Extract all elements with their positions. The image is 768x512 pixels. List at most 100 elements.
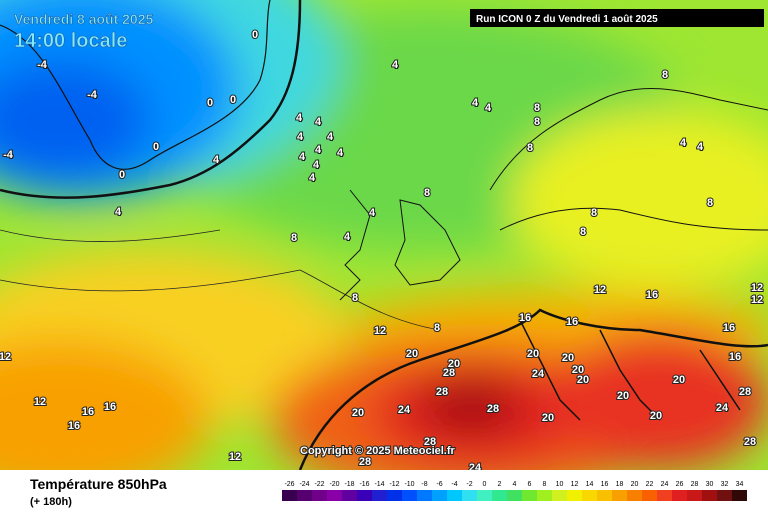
scale-swatch xyxy=(387,490,402,501)
contour-label: 8 xyxy=(434,322,440,334)
contour-label: 0 xyxy=(230,94,236,106)
forecast-date: Vendredi 8 août 2025 xyxy=(14,11,153,27)
contour-label: 16 xyxy=(729,351,741,363)
color-scale: -26 -24 -22 -20 -18 -16 -14 -12 -10 -8 -6 -4 -2 0 2 4 6 8… xyxy=(282,481,747,501)
scale-label: 32 xyxy=(721,481,729,488)
contour-label: 4 xyxy=(327,131,334,143)
scale-swatch xyxy=(462,490,477,501)
scale-label: 4 xyxy=(513,481,517,488)
scale-swatch xyxy=(477,490,492,501)
scale-label: 30 xyxy=(706,481,714,488)
scale-swatch xyxy=(672,490,687,501)
scale-swatch xyxy=(687,490,702,501)
scale-label: 28 xyxy=(691,481,699,488)
contour-label: 20 xyxy=(448,358,460,370)
contour-label: 8 xyxy=(352,292,358,304)
contour-label: 20 xyxy=(673,374,685,386)
scale-label: 8 xyxy=(543,481,547,488)
contour-label: 4 xyxy=(369,207,376,219)
contour-label: 8 xyxy=(291,232,297,244)
contour-label: 12 xyxy=(751,294,763,306)
scale-swatch xyxy=(402,490,417,501)
scale-swatch xyxy=(342,490,357,501)
scale-swatch xyxy=(372,490,387,501)
contour-label: 16 xyxy=(68,420,80,432)
contour-label: 20 xyxy=(577,374,589,386)
contour-label: 20 xyxy=(617,390,629,402)
scale-swatch xyxy=(612,490,627,501)
scale-swatch xyxy=(297,490,312,501)
contour-label: -4 xyxy=(37,59,48,71)
contour-label: 16 xyxy=(646,289,658,301)
contour-label: 20 xyxy=(650,410,662,422)
scale-label: 2 xyxy=(498,481,502,488)
contour-label: 4 xyxy=(315,116,322,128)
contour-label: 28 xyxy=(436,386,448,398)
contour-label: 4 xyxy=(115,206,122,218)
scale-label: -24 xyxy=(299,481,309,488)
scale-swatch xyxy=(282,490,297,501)
contour-label: 12 xyxy=(374,325,386,337)
scale-swatch xyxy=(492,490,507,501)
contour-label: 4 xyxy=(309,172,316,184)
contour-label: 28 xyxy=(739,386,751,398)
contour-label: 12 xyxy=(751,282,763,294)
scale-label: -2 xyxy=(466,481,472,488)
contour-label: 20 xyxy=(562,352,574,364)
scale-label: 34 xyxy=(736,481,744,488)
contour-label: 4 xyxy=(392,59,399,71)
scale-label: -16 xyxy=(359,481,369,488)
contour-label: 28 xyxy=(443,367,455,379)
contour-label: 12 xyxy=(594,284,606,296)
contour-label: 28 xyxy=(487,403,499,415)
scale-swatch xyxy=(732,490,747,501)
contour-label: 8 xyxy=(424,187,430,199)
contour-label: 4 xyxy=(315,144,322,156)
contour-label: 8 xyxy=(580,226,586,238)
contour-label: 24 xyxy=(716,402,729,414)
contour-label: 4 xyxy=(296,112,303,124)
scale-swatch xyxy=(702,490,717,501)
footer-subtitle: (+ 180h) xyxy=(30,496,72,508)
scale-swatch xyxy=(432,490,447,501)
copyright: Copyright © 2025 Meteociel.fr xyxy=(300,445,456,457)
contour-label: 20 xyxy=(406,348,418,360)
contour-label: 8 xyxy=(534,102,540,114)
contour-label: 0 xyxy=(119,169,125,181)
contour-label: 12 xyxy=(0,351,11,363)
scale-label: -10 xyxy=(404,481,414,488)
contour-label: -4 xyxy=(87,89,98,101)
scale-label: 12 xyxy=(571,481,579,488)
scale-swatch xyxy=(642,490,657,501)
contour-label: 16 xyxy=(104,401,116,413)
contour-label: 4 xyxy=(472,97,479,109)
contour-label: 20 xyxy=(542,412,554,424)
scale-label: -8 xyxy=(421,481,427,488)
contour-label: 4 xyxy=(299,151,306,163)
contour-label: 4 xyxy=(213,154,220,166)
scale-label: 6 xyxy=(528,481,532,488)
contour-label: -4 xyxy=(3,149,14,161)
scale-label: -22 xyxy=(314,481,324,488)
scale-label: 14 xyxy=(586,481,594,488)
scale-label: 0 xyxy=(483,481,487,488)
contour-label: 28 xyxy=(744,436,756,448)
scale-label: -4 xyxy=(451,481,457,488)
contour-label: 4 xyxy=(337,147,344,159)
contour-label: 24 xyxy=(398,404,411,416)
contour-label: 16 xyxy=(723,322,735,334)
scale-label: -26 xyxy=(284,481,294,488)
contour-label: 4 xyxy=(680,137,687,149)
contour-label: 0 xyxy=(252,29,258,41)
temperature-field xyxy=(0,0,768,470)
scale-swatch xyxy=(312,490,327,501)
contour-label: 8 xyxy=(662,69,668,81)
contour-label: 28 xyxy=(359,456,371,468)
scale-label: 26 xyxy=(676,481,684,488)
contour-label: 24 xyxy=(532,368,545,380)
scale-label: -20 xyxy=(329,481,339,488)
run-info: Run ICON 0 Z du Vendredi 1 août 2025 xyxy=(476,14,658,25)
